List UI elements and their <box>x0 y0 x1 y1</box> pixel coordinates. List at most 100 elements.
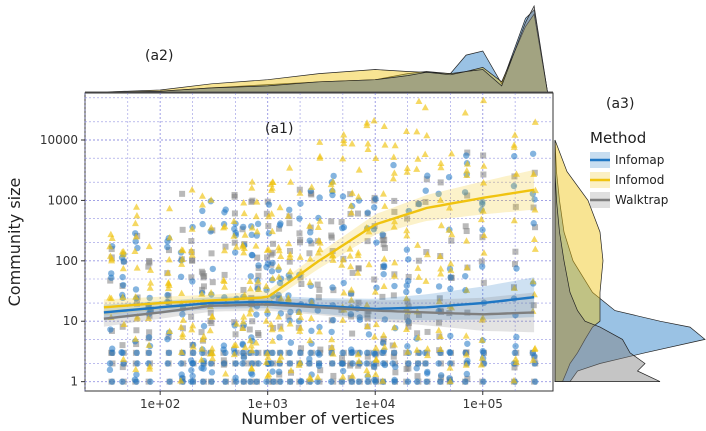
data-point-infomap <box>269 368 276 375</box>
data-point-walktrap <box>480 152 487 159</box>
data-point-infomod <box>239 318 247 325</box>
data-point-infomap <box>365 331 373 338</box>
plot-panel <box>84 92 554 392</box>
data-point-infomap <box>328 378 335 385</box>
data-point-walktrap <box>349 330 356 337</box>
data-point-infomap <box>413 378 421 385</box>
data-point-infomod <box>529 277 537 285</box>
data-point-infomod <box>264 372 272 379</box>
data-point-infomod <box>178 255 186 262</box>
data-point-infomap <box>379 231 386 238</box>
data-point-infomod <box>295 308 303 316</box>
data-point-infomod <box>348 140 356 147</box>
data-point-infomod <box>414 241 422 248</box>
data-point-infomod <box>316 217 324 224</box>
data-point-walktrap <box>314 281 321 288</box>
data-point-infomap <box>268 360 275 367</box>
data-point-infomod <box>188 326 196 333</box>
data-point-infomod <box>363 121 371 129</box>
data-point-infomap <box>188 367 195 374</box>
x-axis: 1e+02 1e+03 1e+04 1e+05 <box>140 391 503 411</box>
data-point-walktrap <box>511 364 518 371</box>
data-point-infomap <box>381 361 389 369</box>
data-point-walktrap <box>338 218 345 225</box>
data-point-infomod <box>354 251 362 259</box>
data-point-infomap <box>422 360 429 367</box>
data-point-infomod <box>414 334 422 341</box>
data-point-infomod <box>437 163 445 171</box>
data-point-infomap <box>370 363 378 370</box>
data-point-infomod <box>146 284 154 291</box>
data-point-infomod <box>380 331 388 338</box>
data-point-walktrap <box>221 271 228 278</box>
data-point-walktrap <box>349 269 356 276</box>
data-point-infomod <box>390 341 398 348</box>
data-point-walktrap <box>179 226 186 233</box>
data-point-walktrap <box>330 372 337 379</box>
data-point-infomap <box>133 349 141 357</box>
data-point-infomap <box>371 350 379 358</box>
data-point-infomod <box>108 255 116 262</box>
data-point-walktrap <box>240 286 247 293</box>
data-point-infomap <box>277 349 284 357</box>
panel-label-a2: (a2) <box>145 48 173 64</box>
data-point-infomod <box>308 298 316 306</box>
data-point-infomap <box>308 327 315 335</box>
data-point-infomod <box>208 344 216 352</box>
data-point-walktrap <box>189 257 196 264</box>
y-tick-label: 1 <box>70 375 78 389</box>
data-point-infomap <box>463 152 470 159</box>
data-point-infomap <box>373 284 380 291</box>
data-point-infomap <box>372 195 379 203</box>
data-point-infomod <box>166 234 174 241</box>
data-point-infomod <box>371 333 379 340</box>
data-point-infomap <box>391 282 398 290</box>
data-point-infomod <box>480 179 488 186</box>
data-point-infomod <box>480 231 488 239</box>
data-point-infomap <box>306 237 313 244</box>
data-point-infomap <box>307 229 314 236</box>
data-point-infomod <box>119 264 127 272</box>
data-point-infomod <box>348 189 356 196</box>
data-point-infomap <box>381 316 389 323</box>
data-point-infomap <box>208 369 216 376</box>
data-point-infomap <box>339 349 346 357</box>
data-point-infomod <box>296 359 304 366</box>
data-point-infomap <box>189 278 196 285</box>
data-point-infomod <box>307 314 315 321</box>
data-point-infomod <box>233 320 241 327</box>
data-point-infomap <box>479 226 486 234</box>
data-point-infomod <box>262 358 270 366</box>
data-point-infomod <box>286 164 294 171</box>
data-point-infomod <box>364 140 372 147</box>
data-point-infomod <box>132 293 140 300</box>
data-point-infomod <box>355 166 363 173</box>
data-point-infomap <box>177 273 185 281</box>
data-point-infomod <box>133 314 141 322</box>
data-point-infomap <box>349 360 356 367</box>
data-point-walktrap <box>464 309 471 316</box>
data-point-infomod <box>480 96 488 104</box>
data-point-infomap <box>190 349 197 357</box>
data-point-infomod <box>372 320 380 328</box>
data-point-infomod <box>198 290 206 297</box>
data-point-infomap <box>198 364 205 372</box>
data-point-walktrap <box>209 279 216 286</box>
data-point-infomod <box>222 370 230 377</box>
data-point-infomod <box>463 237 471 244</box>
data-point-infomap <box>232 374 239 381</box>
data-point-infomod <box>287 178 295 185</box>
data-point-infomap <box>276 334 283 341</box>
data-point-infomap <box>329 316 337 324</box>
data-point-infomap <box>209 265 216 273</box>
data-point-infomod <box>286 267 294 275</box>
data-point-walktrap <box>201 273 208 280</box>
data-point-infomod <box>268 178 276 185</box>
data-point-infomap <box>364 378 371 385</box>
data-point-infomod <box>463 263 471 271</box>
data-point-walktrap <box>391 208 398 215</box>
data-point-infomap <box>464 357 471 365</box>
data-point-infomap <box>380 270 387 278</box>
data-point-walktrap <box>364 315 371 322</box>
data-point-infomap <box>404 378 412 385</box>
